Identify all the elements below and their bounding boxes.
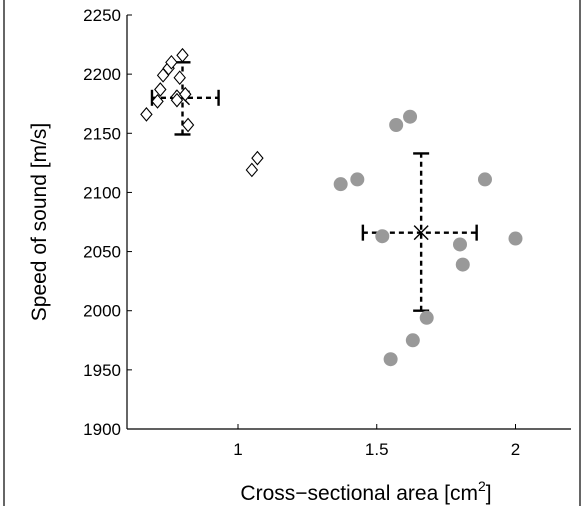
data-points [140,47,523,367]
diamond-point [181,117,195,133]
circle-point [455,257,470,272]
x-tick-label: 1.5 [365,440,389,459]
tick-labels: 1900 1950 2000 2050 2100 2150 2200 2250 1 1.5 2 [83,6,520,459]
y-tick-label: 2100 [83,183,121,202]
circle-point [389,118,404,133]
circle-point [375,229,390,244]
circle-point [419,310,434,325]
diamond-point [251,150,264,166]
y-axis-label: Speed of sound [m/s] [28,123,51,321]
plot-frame [3,0,581,506]
circle-point [350,172,365,187]
circle-point [508,231,523,246]
diamond-point [165,54,178,70]
error-bars [150,61,478,312]
diamond-point [151,93,164,109]
mean-marker [413,225,429,241]
y-tick-label: 1950 [83,361,121,380]
diamond-point [170,92,184,108]
diamond-point [173,70,186,86]
x-axis-label: Cross−sectional area [cm2] [240,478,491,505]
y-tick-label: 2000 [83,302,121,321]
y-tick-label: 1900 [83,420,121,439]
axis-ticks [127,14,516,430]
diamond-point [140,107,153,122]
circle-point [453,237,467,252]
diamond-point [179,86,192,102]
x-tick-label: 1 [233,440,242,459]
diamond-point [154,82,167,97]
y-tick-label: 2200 [83,65,121,84]
x-tick-label: 2 [511,440,520,459]
circle-point [383,352,398,367]
circle-point [403,109,418,124]
y-tick-label: 2150 [83,124,121,143]
circle-point [333,177,348,192]
circle-point [405,333,420,348]
diamond-point [245,162,259,178]
y-tick-label: 2250 [83,6,121,25]
circle-point [477,172,492,187]
y-tick-label: 2050 [83,243,121,262]
diamond-point [176,47,189,63]
